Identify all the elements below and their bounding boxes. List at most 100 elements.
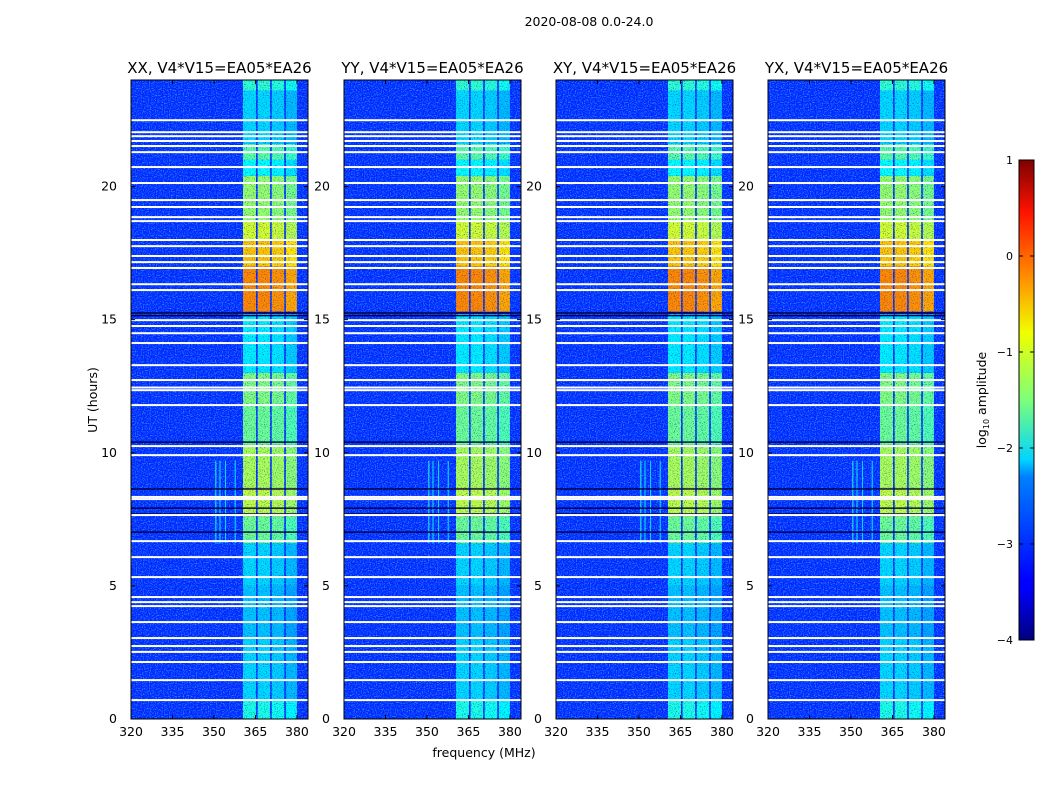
y-tick-label: 5 <box>322 578 330 593</box>
rfi-line <box>650 460 652 544</box>
flagged-row <box>344 135 521 138</box>
x-tick-label: 380 <box>710 724 734 739</box>
flagged-row <box>556 325 733 328</box>
flagged-row <box>556 379 733 382</box>
flagged-row <box>344 199 521 202</box>
flagged-row <box>344 283 521 286</box>
rfi-line <box>871 460 873 544</box>
x-tick-label: 380 <box>922 724 946 739</box>
flagged-row <box>344 206 521 209</box>
flagged-row <box>131 514 308 517</box>
flagged-row <box>344 645 521 648</box>
flagged-row <box>131 119 308 122</box>
rfi-line <box>644 460 646 544</box>
flagged-row <box>768 679 945 682</box>
flagged-row <box>131 266 308 269</box>
flagged-row <box>556 445 733 448</box>
flagged-row <box>556 601 733 604</box>
colorbar-ticks: 1 0 −1 −2 −3 −4 <box>997 154 1034 647</box>
flagged-row <box>556 342 733 345</box>
flagged-row <box>556 386 733 389</box>
rfi-line <box>862 460 864 544</box>
flagged-row <box>768 325 945 328</box>
dark-row <box>344 312 521 314</box>
flagged-row <box>556 454 733 457</box>
flagged-row <box>768 119 945 122</box>
flagged-row <box>768 289 945 292</box>
flagged-row <box>131 319 308 322</box>
flagged-row <box>131 332 308 335</box>
flagged-row <box>131 699 308 702</box>
dark-row <box>556 314 733 317</box>
dark-row <box>768 488 945 490</box>
flagged-row <box>768 556 945 559</box>
flagged-row <box>556 266 733 269</box>
x-tick-label: 320 <box>756 724 780 739</box>
axes-frame <box>767 79 946 720</box>
flagged-row <box>768 661 945 664</box>
flagged-row <box>344 576 521 579</box>
flagged-row <box>344 364 521 367</box>
flagged-row <box>131 454 308 457</box>
panel-title: XY, V4*V15=EA05*EA26 <box>553 59 736 77</box>
flagged-row <box>556 637 733 640</box>
flagged-row <box>131 220 308 223</box>
flagged-row <box>768 621 945 624</box>
y-tick-label: 5 <box>746 578 754 593</box>
flagged-row <box>556 495 733 498</box>
flagged-row <box>768 131 945 134</box>
flagged-row <box>768 454 945 457</box>
flagged-row <box>768 576 945 579</box>
flagged-row <box>131 540 308 543</box>
x-tick-label: 380 <box>498 724 522 739</box>
dark-row <box>344 488 521 490</box>
flagged-row <box>768 266 945 269</box>
flagged-row <box>556 389 733 392</box>
x-tick-label: 365 <box>881 724 905 739</box>
panel-title: YX, V4*V15=EA05*EA26 <box>764 59 948 77</box>
panel-2: XY, V4*V15=EA05*EA26 320 335 350 365 380 0 5 10 1… <box>526 59 736 739</box>
flagged-row <box>556 139 733 142</box>
panel-title: XX, V4*V15=EA05*EA26 <box>127 59 311 77</box>
flagged-row <box>344 621 521 624</box>
dark-row <box>556 513 733 515</box>
flagged-row <box>344 498 521 501</box>
flagged-row <box>131 145 308 148</box>
flagged-row <box>344 404 521 407</box>
panels: XX, V4*V15=EA05*EA26 320 335 350 365 380 0 5 10 1… <box>101 59 948 739</box>
flagged-row <box>131 596 308 599</box>
dark-row <box>768 507 945 509</box>
flagged-row <box>344 389 521 392</box>
flagged-row <box>131 364 308 367</box>
flagged-row <box>131 261 308 264</box>
flagged-row <box>344 245 521 248</box>
suptitle: 2020-08-08 0.0-24.0 <box>525 14 654 29</box>
flagged-row <box>344 145 521 148</box>
x-tick-label: 320 <box>332 724 356 739</box>
flagged-row <box>344 254 521 257</box>
x-tick-label: 350 <box>202 724 226 739</box>
flagged-row <box>556 498 733 501</box>
flagged-row <box>768 135 945 138</box>
colorbar: 10−1−2−3−4 log10 amplitude <box>974 154 1035 647</box>
dark-row <box>556 531 733 533</box>
flagged-row <box>556 596 733 599</box>
panel-0: XX, V4*V15=EA05*EA26 320 335 350 365 380 0 5 10 1… <box>101 59 312 739</box>
colorbar-tick-label: −1 <box>997 346 1013 359</box>
y-tick-label: 5 <box>109 578 117 593</box>
flagged-row <box>768 386 945 389</box>
flagged-row <box>344 325 521 328</box>
flagged-row <box>556 199 733 202</box>
flagged-row <box>556 182 733 185</box>
flagged-row <box>556 699 733 702</box>
dark-row <box>344 531 521 533</box>
rfi-line <box>659 460 661 544</box>
flagged-row <box>768 637 945 640</box>
flagged-row <box>344 605 521 608</box>
flagged-row <box>344 596 521 599</box>
flagged-row <box>131 131 308 134</box>
flagged-row <box>556 254 733 257</box>
flagged-row <box>344 319 521 322</box>
flagged-row <box>768 645 945 648</box>
flagged-row <box>768 216 945 219</box>
